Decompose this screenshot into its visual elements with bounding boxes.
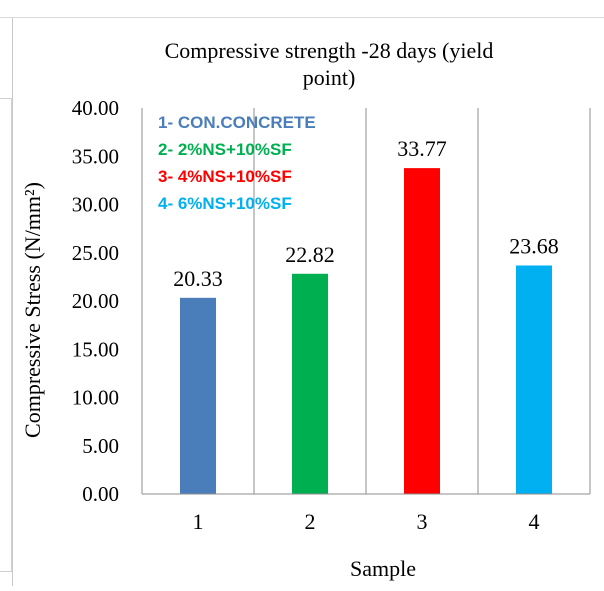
chart-title-line-2: point) [303, 65, 356, 90]
data-label: 20.33 [173, 266, 223, 291]
y-tick-label: 10.00 [72, 386, 119, 410]
chart-title: Compressive strength -28 days (yield poi… [165, 38, 494, 90]
y-tick-label: 35.00 [72, 144, 119, 168]
y-tick-labels: 0.00 5.00 10.00 15.00 20.00 25.00 30.00 35.00 40… [72, 96, 119, 506]
legend-item: 4- 6%NS+10%SF [158, 194, 292, 213]
y-tick-label: 20.00 [72, 289, 119, 313]
y-tick-label: 30.00 [72, 193, 119, 217]
y-tick-label: 40.00 [72, 96, 119, 120]
frame-left-border [12, 18, 13, 586]
bar [292, 273, 328, 494]
y-axis-label: Compressive Stress (N/mm²) [20, 182, 45, 438]
bar [516, 265, 552, 494]
x-tick-label: 3 [417, 509, 428, 534]
x-tick-label: 4 [529, 509, 540, 534]
data-labels: 20.33 22.82 33.77 23.68 [173, 136, 559, 291]
adjacent-figure-edge [0, 98, 12, 572]
x-tick-label: 2 [305, 509, 316, 534]
data-label: 22.82 [285, 242, 335, 267]
bar [180, 297, 216, 494]
chart-container: Compressive strength -28 days (yield poi… [13, 18, 604, 586]
data-label: 33.77 [397, 136, 447, 161]
page-top-margin [0, 0, 604, 18]
bar [404, 168, 440, 494]
y-tick-label: 0.00 [82, 482, 119, 506]
data-label: 23.68 [509, 233, 559, 258]
bars [180, 168, 552, 494]
x-tick-labels: 1 2 3 4 [193, 509, 540, 534]
frame-top-border [0, 17, 604, 18]
y-tick-label: 5.00 [82, 434, 119, 458]
y-tick-label: 15.00 [72, 337, 119, 361]
legend-item: 2- 2%NS+10%SF [158, 140, 292, 159]
gridlines [141, 108, 591, 494]
bar-chart: Compressive strength -28 days (yield poi… [20, 38, 591, 581]
x-axis-label: Sample [350, 556, 416, 581]
legend-item: 1- CON.CONCRETE [158, 113, 316, 132]
y-tick-label: 25.00 [72, 241, 119, 265]
legend-item: 3- 4%NS+10%SF [158, 167, 292, 186]
chart-title-line-1: Compressive strength -28 days (yield [165, 38, 494, 63]
x-tick-label: 1 [193, 509, 204, 534]
legend: 1- CON.CONCRETE 2- 2%NS+10%SF 3- 4%NS+10%S… [158, 113, 316, 213]
